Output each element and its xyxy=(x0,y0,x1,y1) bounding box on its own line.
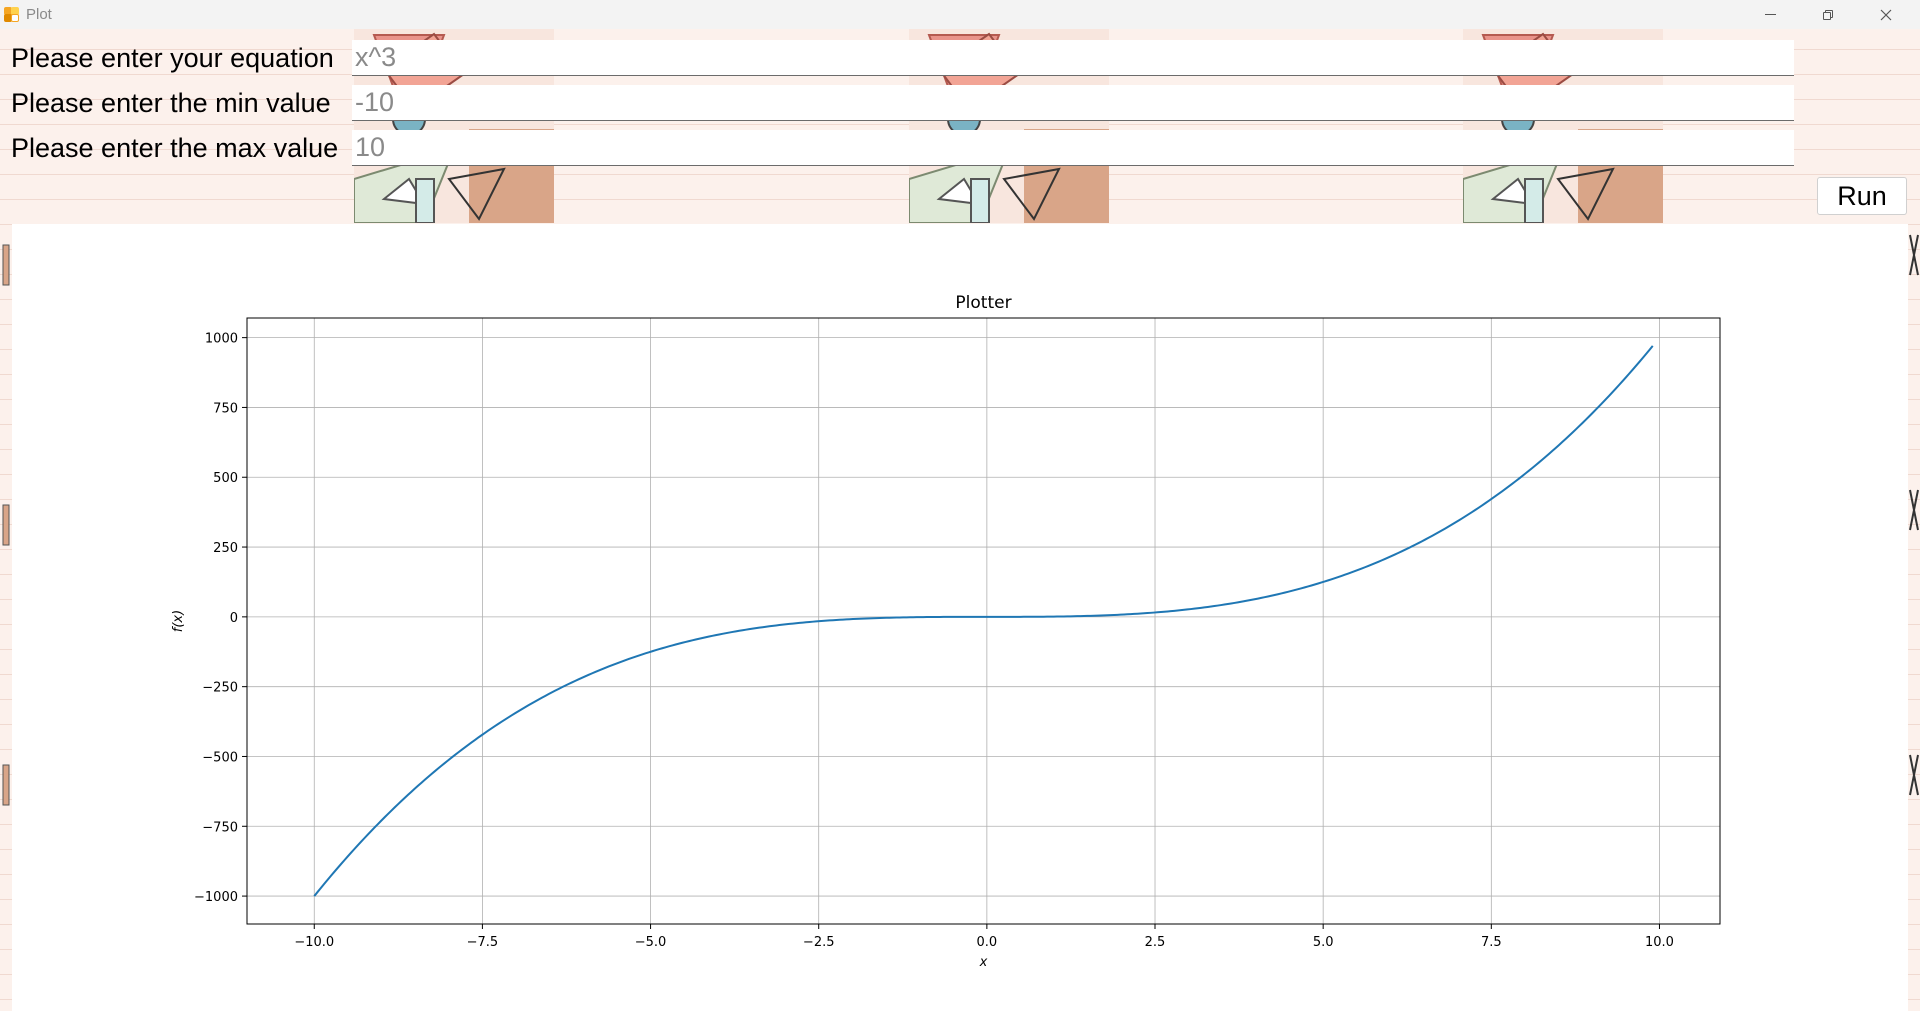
x-tick-label: 5.0 xyxy=(1313,935,1334,950)
x-tick-label: 0.0 xyxy=(977,935,998,950)
y-axis-label: f(x) xyxy=(171,610,186,632)
minimize-icon xyxy=(1764,14,1776,15)
background-compass-decoration xyxy=(1908,745,1920,805)
app-icon xyxy=(4,7,19,22)
min-value-label: Please enter the min value xyxy=(11,88,331,118)
plot-canvas: −10.0 −7.5 −5.0 −2.5 0.0 2.5 5.0 7.5 10.0 1000 750… xyxy=(12,224,1908,1011)
close-button[interactable] xyxy=(1857,0,1915,29)
y-tick-label: 0 xyxy=(230,611,238,626)
restore-icon xyxy=(1823,9,1833,20)
background-pencil-decoration xyxy=(0,500,12,550)
plot-series-line xyxy=(313,345,1654,897)
y-tick-label: −1000 xyxy=(194,890,238,905)
run-button[interactable]: Run xyxy=(1817,177,1907,215)
window-title: Plot xyxy=(26,6,52,23)
restore-button[interactable] xyxy=(1799,0,1857,29)
minimize-button[interactable] xyxy=(1741,0,1799,29)
plot-svg: −10.0 −7.5 −5.0 −2.5 0.0 2.5 5.0 7.5 10.0 1000 750… xyxy=(171,293,1721,970)
y-tick-label: −500 xyxy=(202,750,238,765)
x-tick-label: −5.0 xyxy=(635,935,667,950)
min-value-input[interactable] xyxy=(352,85,1794,121)
x-tick-label: 10.0 xyxy=(1645,935,1674,950)
max-value-label: Please enter the max value xyxy=(11,133,339,163)
equation-label: Please enter your equation xyxy=(11,43,334,73)
axes-frame xyxy=(246,317,1721,925)
y-tick-label: 750 xyxy=(213,401,238,416)
x-tick-label: −10.0 xyxy=(294,935,334,950)
max-value-input[interactable] xyxy=(352,130,1794,166)
x-tick-label: 2.5 xyxy=(1145,935,1166,950)
y-tick-label: −750 xyxy=(202,820,238,835)
title-bar: Plot xyxy=(0,0,1920,29)
x-tick-label: −7.5 xyxy=(467,935,499,950)
y-tick-label: 500 xyxy=(213,471,238,486)
x-tick-label: 7.5 xyxy=(1481,935,1502,950)
y-tick-label: 1000 xyxy=(205,332,238,347)
x-axis-label: x xyxy=(979,955,988,970)
chart-title: Plotter xyxy=(955,293,1011,313)
background-pencil-decoration xyxy=(0,240,12,290)
background-pencil-decoration xyxy=(0,760,12,810)
close-icon xyxy=(1880,9,1892,20)
equation-input[interactable] xyxy=(352,40,1794,76)
background-compass-decoration xyxy=(1908,225,1920,285)
y-tick-label: −250 xyxy=(202,681,238,696)
y-tick-label: 250 xyxy=(213,541,238,556)
x-tick-label: −2.5 xyxy=(803,935,835,950)
background-compass-decoration xyxy=(1908,480,1920,540)
